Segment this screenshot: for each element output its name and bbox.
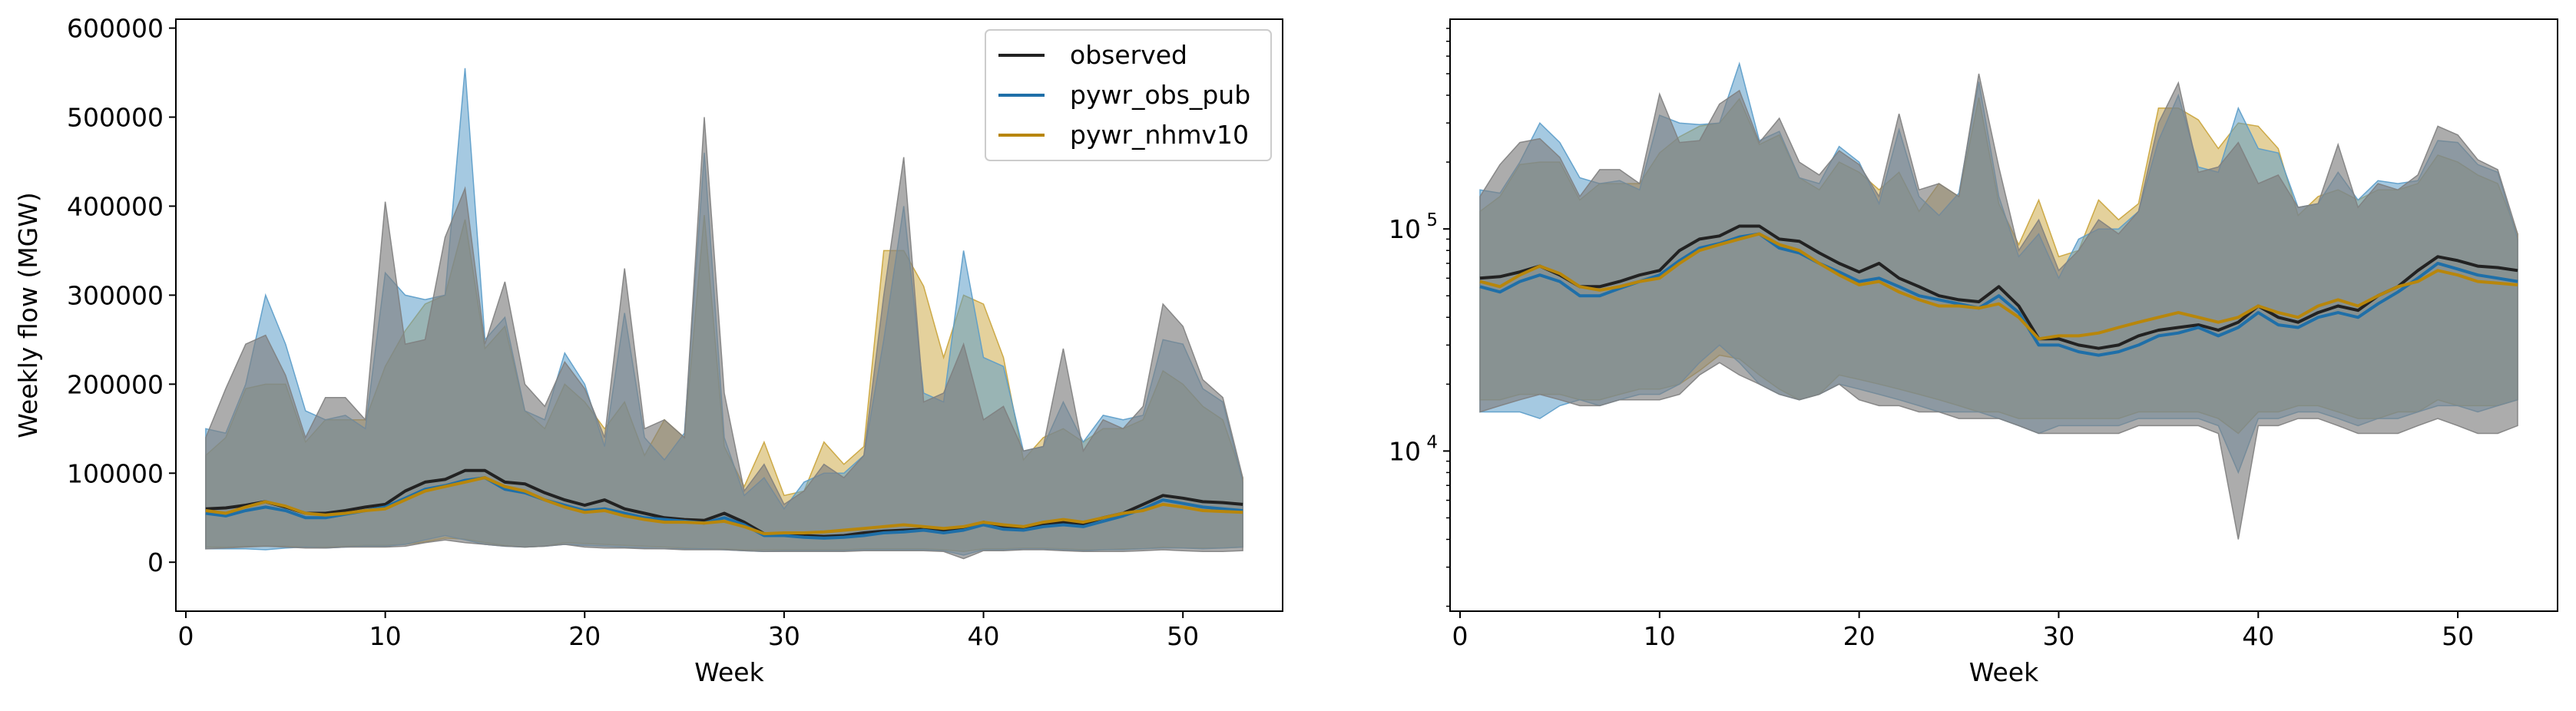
y-tick-label: 10: [1389, 436, 1421, 466]
y-tick-label: 300000: [67, 280, 164, 310]
x-tick-label: 50: [1167, 621, 1199, 651]
line-pywr_nhmv10: [1479, 232, 2518, 341]
line-observed: [1479, 224, 2518, 350]
x-tick-label: 10: [369, 621, 402, 651]
y-tick-label: 10: [1389, 214, 1421, 244]
y-tick-exponent: 5: [1426, 210, 1438, 230]
x-tick-label: 40: [968, 621, 1000, 651]
y-tick-label: 600000: [67, 14, 164, 44]
x-tick-label: 0: [1452, 621, 1468, 651]
axes-frame: [175, 18, 1283, 612]
x-axis-label: Week: [694, 657, 764, 687]
legend-label-pywr_obs_pub: pywr_obs_pub: [1070, 80, 1250, 110]
x-tick-label: 30: [768, 621, 800, 651]
legend-label-observed: observed: [1070, 40, 1187, 70]
band-observed: [1479, 73, 2518, 540]
x-tick-label: 10: [1644, 621, 1676, 651]
line-pywr_nhmv10: [205, 476, 1243, 536]
y-tick-label: 100000: [67, 458, 164, 488]
x-tick-label: 0: [177, 621, 194, 651]
x-tick-label: 20: [568, 621, 601, 651]
left-chart-panel: 0 10 20 30 40 50 Week 0 100000 200000 300000 400000…: [13, 14, 1283, 687]
line-observed: [205, 468, 1243, 538]
x-tick-label: 40: [2242, 621, 2274, 651]
legend-label-pywr_nhmv10: pywr_nhmv10: [1070, 120, 1249, 150]
plot-area: [205, 68, 1243, 560]
x-tick-label: 30: [2042, 621, 2074, 651]
y-tick-exponent: 4: [1426, 432, 1438, 452]
legend-box: [985, 29, 1272, 161]
x-axis-label: Week: [1969, 657, 2039, 687]
plot-area: [1479, 61, 2518, 540]
line-pywr_obs_pub: [1479, 232, 2518, 357]
y-tick-label: 200000: [67, 369, 164, 399]
axes-frame: [1449, 18, 2558, 612]
x-tick-label: 20: [1843, 621, 1876, 651]
y-tick-label: 0: [147, 547, 164, 577]
legend: observed pywr_obs_pub pywr_nhmv10: [985, 29, 1272, 161]
y-axis-label: Weekly flow (MGW): [13, 192, 43, 438]
y-tick-label: 500000: [67, 103, 164, 133]
band-observed: [205, 117, 1243, 560]
y-tick-label: 400000: [67, 191, 164, 221]
x-tick-label: 50: [2442, 621, 2474, 651]
